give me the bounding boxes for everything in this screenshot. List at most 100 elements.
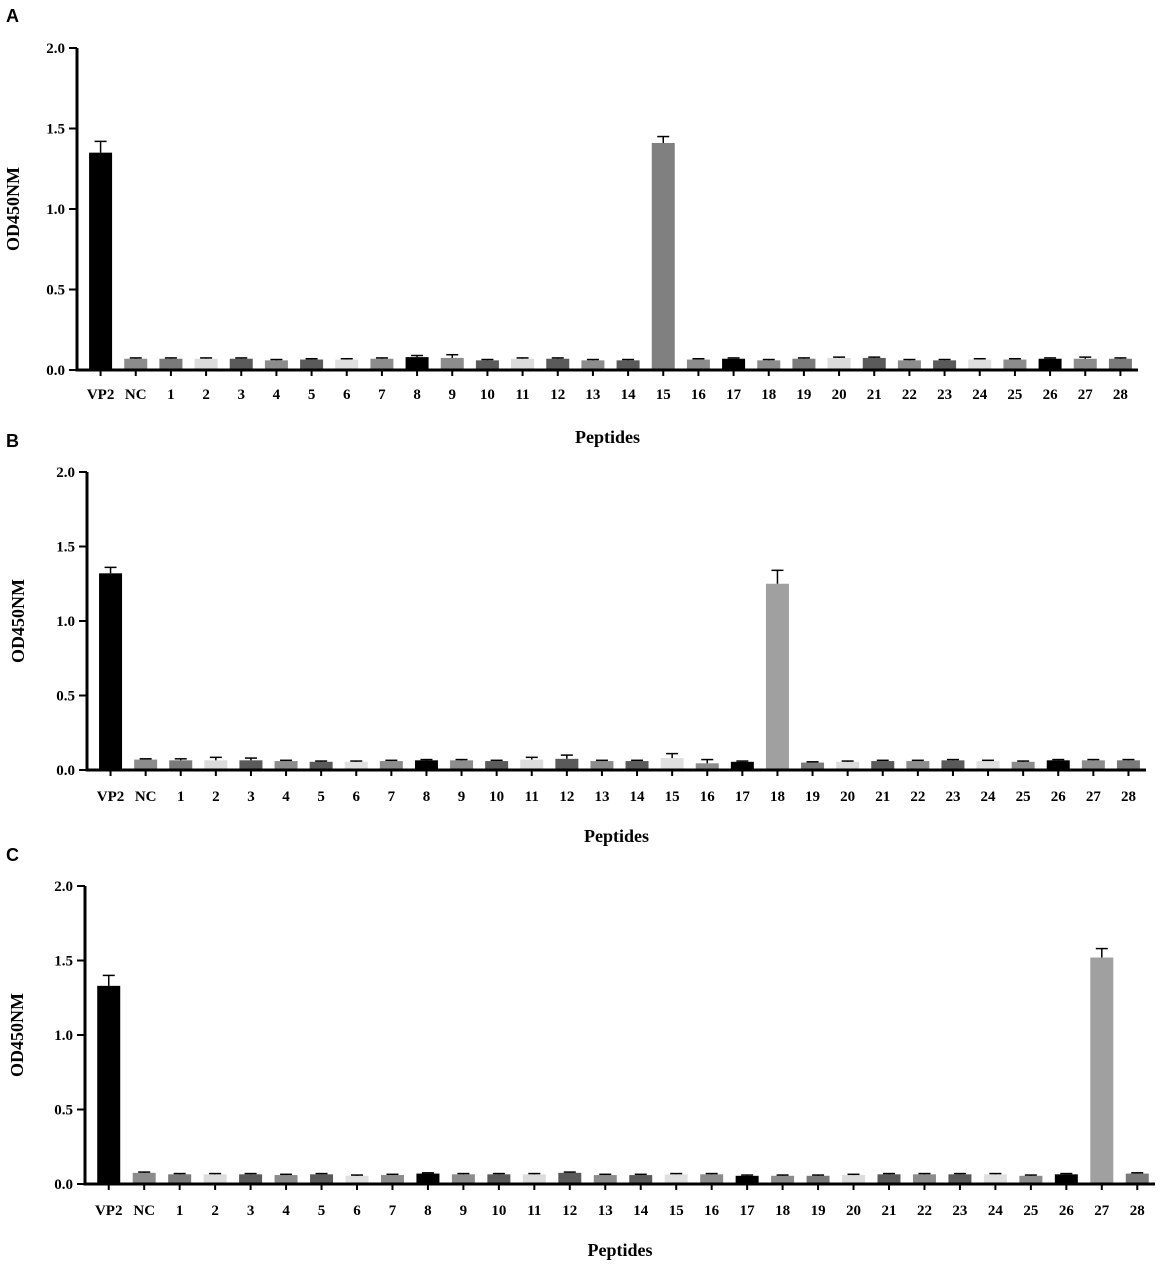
bar (827, 357, 851, 370)
x-tick-label: 15 (656, 387, 671, 403)
x-tick-label: NC (125, 387, 147, 403)
bar (593, 1175, 617, 1184)
y-tick-label: 1.0 (56, 614, 75, 630)
x-tick-label: 27 (1086, 789, 1102, 805)
bar (1108, 358, 1132, 370)
y-tick-label: 1.5 (54, 954, 73, 970)
x-tick-label: 5 (318, 1203, 326, 1219)
y-tick-label: 0.5 (54, 1103, 73, 1119)
y-tick-label: 1.0 (54, 1028, 73, 1044)
x-tick-label: 6 (343, 387, 351, 403)
bar (511, 358, 535, 370)
x-tick-label: 18 (761, 387, 776, 403)
x-tick-label: 13 (585, 387, 600, 403)
bar (1125, 1173, 1149, 1184)
bar (581, 360, 605, 370)
bar (906, 761, 930, 770)
x-tick-label: 25 (1016, 789, 1031, 805)
y-tick-label: 2.0 (54, 879, 73, 895)
bar (842, 1175, 866, 1184)
bar (405, 357, 429, 370)
x-tick-label: 14 (630, 789, 646, 805)
x-axis-title: Peptides (584, 826, 649, 846)
y-tick-label: 2.0 (46, 41, 65, 57)
x-tick-label: 4 (282, 1203, 290, 1219)
x-tick-label: 12 (559, 789, 574, 805)
bar (522, 1174, 546, 1184)
y-tick-label: 1.5 (46, 122, 65, 138)
x-tick-label: 22 (902, 387, 917, 403)
bar (686, 359, 710, 370)
x-tick-label: 28 (1113, 387, 1128, 403)
x-tick-label: 20 (846, 1203, 861, 1219)
bar (625, 761, 649, 770)
y-tick-label: 1.5 (56, 540, 75, 556)
x-tick-label: 24 (981, 789, 997, 805)
bar (1054, 1174, 1078, 1184)
x-tick-label: 14 (633, 1203, 649, 1219)
x-tick-label: 1 (177, 789, 185, 805)
x-tick-label: 18 (770, 789, 785, 805)
bar (555, 758, 579, 770)
bar (132, 1172, 156, 1184)
bar (309, 761, 333, 770)
x-tick-label: 23 (945, 789, 960, 805)
bar (968, 359, 992, 370)
bar (1003, 359, 1027, 370)
x-tick-label: 16 (704, 1203, 720, 1219)
bar (1073, 358, 1097, 370)
x-tick-label: 26 (1059, 1203, 1075, 1219)
bar (134, 759, 158, 770)
bar (487, 1174, 511, 1184)
bar (933, 360, 957, 370)
bar (99, 573, 123, 770)
y-tick-label: 0.5 (46, 283, 65, 299)
panel-label: A (6, 6, 19, 26)
bar (450, 760, 474, 770)
x-tick-label: VP2 (87, 387, 115, 403)
x-tick-label: 2 (212, 789, 220, 805)
x-tick-label: 22 (910, 789, 925, 805)
bar (203, 1174, 227, 1184)
bar (897, 360, 921, 370)
x-tick-label: 17 (726, 387, 742, 403)
bar (616, 360, 640, 370)
bar (475, 360, 499, 370)
x-tick-label: 5 (317, 789, 325, 805)
x-tick-label: 17 (735, 789, 751, 805)
bar (722, 358, 746, 370)
x-tick-label: 9 (449, 387, 457, 403)
x-tick-label: 5 (308, 387, 316, 403)
bar (310, 1174, 334, 1184)
bar (629, 1175, 653, 1184)
bar (345, 1175, 369, 1184)
bar (1019, 1175, 1043, 1184)
bar (735, 1175, 759, 1184)
x-tick-label: 9 (458, 789, 466, 805)
bar (344, 761, 368, 770)
x-tick-label: 16 (700, 789, 716, 805)
bar (264, 360, 288, 370)
bar (771, 1175, 795, 1184)
x-tick-label: 20 (840, 789, 855, 805)
x-tick-label: 15 (665, 789, 680, 805)
bar (194, 358, 218, 370)
x-tick-label: 11 (525, 789, 539, 805)
bar (440, 357, 464, 370)
bar (765, 583, 789, 770)
x-tick-label: 6 (353, 1203, 361, 1219)
bar (1038, 358, 1062, 370)
bar (877, 1174, 901, 1184)
bar (836, 761, 860, 770)
x-tick-label: 19 (811, 1203, 826, 1219)
bar (1090, 957, 1114, 1184)
bar (651, 142, 675, 370)
bar (862, 357, 886, 370)
bar (229, 358, 253, 370)
bar (1116, 760, 1140, 770)
bar (274, 1175, 298, 1184)
panel-label: C (6, 845, 19, 865)
x-tick-label: 26 (1051, 789, 1067, 805)
